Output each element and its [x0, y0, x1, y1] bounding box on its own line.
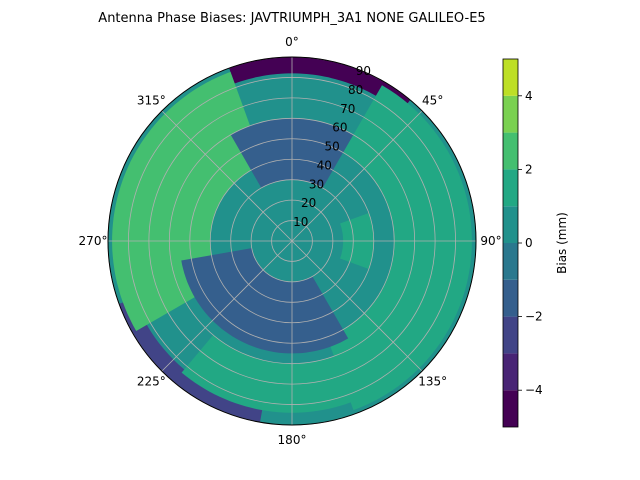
angular-tick-labels: 0° 45° 90° 135° 180° 225° 270° 315° — [79, 35, 502, 447]
colorbar-tick-label: 4 — [525, 89, 533, 103]
radial-tick-label: 90 — [356, 64, 371, 78]
radial-tick-label: 30 — [309, 177, 324, 191]
radial-tick-label: 70 — [340, 102, 355, 116]
angular-tick-label: 315° — [137, 93, 166, 107]
colorbar-label: Bias (mm) — [555, 212, 569, 274]
chart-title: Antenna Phase Biases: JAVTRIUMPH_3A1 NON… — [98, 11, 485, 26]
radial-tick-label: 80 — [348, 83, 363, 97]
radial-tick-label: 40 — [317, 158, 332, 172]
colorbar-segment — [503, 206, 518, 243]
radial-tick-label: 10 — [293, 215, 308, 229]
colorbar-segment — [503, 243, 518, 280]
radial-tick-labels: 10 20 30 40 50 60 70 80 90 — [293, 64, 371, 229]
region-south-ring — [181, 319, 424, 413]
colorbar-segment — [503, 279, 518, 317]
colorbar-segment — [503, 59, 518, 96]
region-outer-rim-north — [229, 57, 411, 113]
polar-outline — [107, 56, 477, 426]
radial-tick-label: 60 — [332, 121, 347, 135]
radial-tick-label: 20 — [301, 196, 316, 210]
angular-tick-label: 45° — [422, 93, 443, 107]
region-east-ring — [327, 85, 472, 411]
colorbar-tick-label: −4 — [525, 383, 543, 397]
colorbar-segment — [503, 353, 518, 391]
grid-spoke — [161, 110, 293, 242]
colorbar-segment — [503, 316, 518, 354]
colorbar: −4 −2 0 2 4 — [502, 58, 543, 428]
polar-grid — [107, 56, 477, 426]
radial-tick-label: 50 — [324, 140, 339, 154]
colorbar-tick-label: 2 — [525, 162, 533, 176]
colorbar-segment — [503, 95, 518, 133]
angular-tick-label: 225° — [137, 375, 166, 389]
angular-tick-label: 180° — [278, 433, 307, 447]
colorbar-segment — [503, 169, 518, 207]
grid-spoke — [161, 240, 293, 372]
grid-spoke — [291, 240, 423, 372]
colorbar-tick-label: 0 — [525, 236, 533, 250]
angular-tick-label: 135° — [418, 375, 447, 389]
region-central-trough — [181, 248, 349, 354]
grid-spoke — [291, 110, 423, 242]
colorbar-segment — [503, 390, 518, 427]
colorbar-tick-label: −2 — [525, 310, 543, 324]
angular-tick-label: 90° — [480, 234, 501, 248]
region-west-ring — [112, 71, 264, 332]
colorbar-segment — [503, 132, 518, 170]
angular-tick-label: 270° — [79, 234, 108, 248]
angular-tick-label: 0° — [285, 35, 299, 49]
